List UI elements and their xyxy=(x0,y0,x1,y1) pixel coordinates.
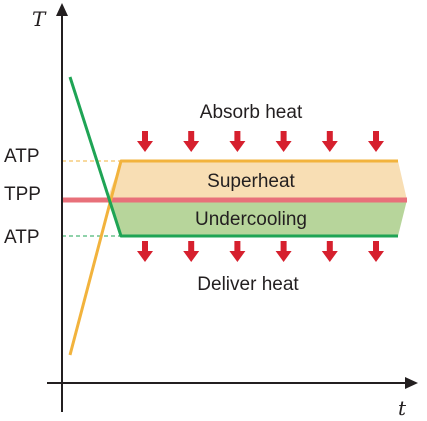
superheat-band xyxy=(107,161,407,200)
deliver-heat-arrow-icon xyxy=(183,241,200,262)
undercooling-band xyxy=(107,200,407,236)
superheat-label: Superheat xyxy=(207,171,295,192)
absorb-heat-label: Absorb heat xyxy=(200,102,303,123)
superheat-curve xyxy=(68,159,398,356)
deliver-heat-arrows xyxy=(137,241,384,262)
absorb-heat-arrow-icon xyxy=(321,131,338,152)
y-axis-label: T xyxy=(32,7,47,31)
deliver-heat-arrow-icon xyxy=(275,241,292,262)
deliver-heat-label: Deliver heat xyxy=(197,274,299,295)
deliver-heat-arrow-icon xyxy=(368,241,384,262)
deliver-heat-arrow-icon xyxy=(137,241,153,262)
atp-lower-label: ATP xyxy=(4,227,40,248)
undercooling-curve xyxy=(68,76,398,238)
y-axis-arrowhead xyxy=(56,3,68,16)
absorb-heat-arrow-icon xyxy=(183,131,200,152)
x-axis-arrowhead xyxy=(405,377,418,389)
absorb-heat-arrows xyxy=(137,131,384,152)
undercooling-label: Undercooling xyxy=(195,209,307,230)
deliver-heat-arrow-icon xyxy=(229,241,246,262)
absorb-heat-arrow-icon xyxy=(229,131,246,152)
tpp-label: TPP xyxy=(4,184,41,205)
absorb-heat-arrow-icon xyxy=(275,131,292,152)
x-axis-label: t xyxy=(398,396,407,420)
deliver-heat-arrow-icon xyxy=(321,241,338,262)
absorb-heat-arrow-icon xyxy=(368,131,384,152)
atp-upper-label: ATP xyxy=(4,146,40,167)
absorb-heat-arrow-icon xyxy=(137,131,153,152)
